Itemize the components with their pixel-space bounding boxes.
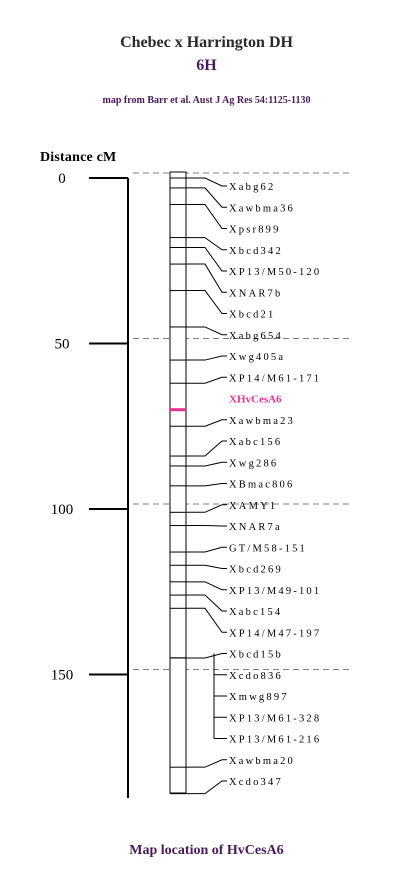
marker-label: XAMY1 — [229, 501, 277, 512]
marker-label: Xcdo347 — [229, 777, 283, 788]
marker-connector — [186, 247, 227, 272]
marker-connector — [186, 780, 227, 795]
highlighted-marker-label: XHvCesA6 — [229, 394, 282, 406]
marker-label: GT/M58-151 — [229, 543, 307, 554]
marker-connector — [186, 504, 227, 513]
marker-connector — [186, 237, 227, 251]
marker-label: XNAR7a — [229, 522, 282, 533]
marker-label: XP13/M50-120 — [229, 267, 321, 278]
marker-label: Xbcd269 — [229, 565, 283, 576]
source-citation: map from Barr et al. Aust J Ag Res 54:11… — [102, 95, 311, 106]
marker-label: Xbcd15b — [229, 650, 283, 661]
marker-label: Xawbma36 — [229, 203, 295, 214]
marker-label: Xawbma20 — [229, 756, 295, 767]
marker-connector — [186, 581, 227, 591]
chromosome-label: 6H — [196, 57, 217, 74]
marker-connector — [186, 546, 227, 553]
tick-label: 100 — [51, 502, 74, 518]
marker-connector — [186, 483, 227, 487]
marker-connector — [186, 594, 227, 612]
marker-label: XP13/M61-216 — [229, 735, 321, 746]
marker-connector — [186, 355, 227, 361]
marker-connector — [186, 290, 227, 314]
marker-label: XP13/M49-101 — [229, 586, 321, 597]
chromosome-bar — [169, 171, 187, 794]
caption: Map location of HvCesA6 — [129, 843, 284, 858]
map-title: Chebec x Harrington DH — [120, 34, 293, 51]
marker-label: Xwg286 — [229, 458, 278, 469]
tick-label: 150 — [51, 668, 74, 684]
marker-connector — [186, 440, 227, 457]
marker-connector — [186, 376, 227, 384]
marker-connector — [186, 263, 227, 293]
marker-label: Xbcd342 — [229, 246, 283, 257]
marker-connector — [186, 653, 227, 659]
marker-label: XNAR7b — [229, 288, 282, 299]
axis-title: Distance cM — [40, 150, 117, 165]
marker-connector — [186, 326, 227, 336]
marker-label: Xpsr899 — [229, 225, 281, 236]
marker-label: Xmwg897 — [229, 692, 289, 703]
marker-connector — [186, 419, 227, 427]
marker-label: Xabc154 — [229, 607, 282, 618]
marker-label: XBmac806 — [229, 480, 294, 491]
marker-label: Xcdo836 — [229, 671, 283, 682]
marker-connector — [186, 203, 227, 229]
marker-label: XP14/M47-197 — [229, 628, 321, 639]
marker-label: XP14/M61-171 — [229, 373, 321, 384]
marker-connector — [186, 759, 227, 768]
marker-connector — [186, 177, 227, 187]
marker-label: XP13/M61-328 — [229, 713, 321, 724]
marker-label: Xbcd21 — [229, 310, 275, 321]
marker-connector — [186, 461, 227, 467]
marker-label: Xabg62 — [229, 182, 275, 193]
tick-label: 50 — [55, 337, 70, 353]
marker-connector — [186, 564, 227, 569]
marker-label: Xwg405a — [229, 352, 285, 363]
marker-label: Xawbma23 — [229, 416, 295, 427]
marker-label: Xabc156 — [229, 437, 282, 448]
tick-label: 0 — [58, 171, 66, 187]
marker-connector — [186, 607, 227, 633]
marker-connector — [186, 187, 227, 208]
marker-label: Xabg654 — [229, 331, 283, 342]
